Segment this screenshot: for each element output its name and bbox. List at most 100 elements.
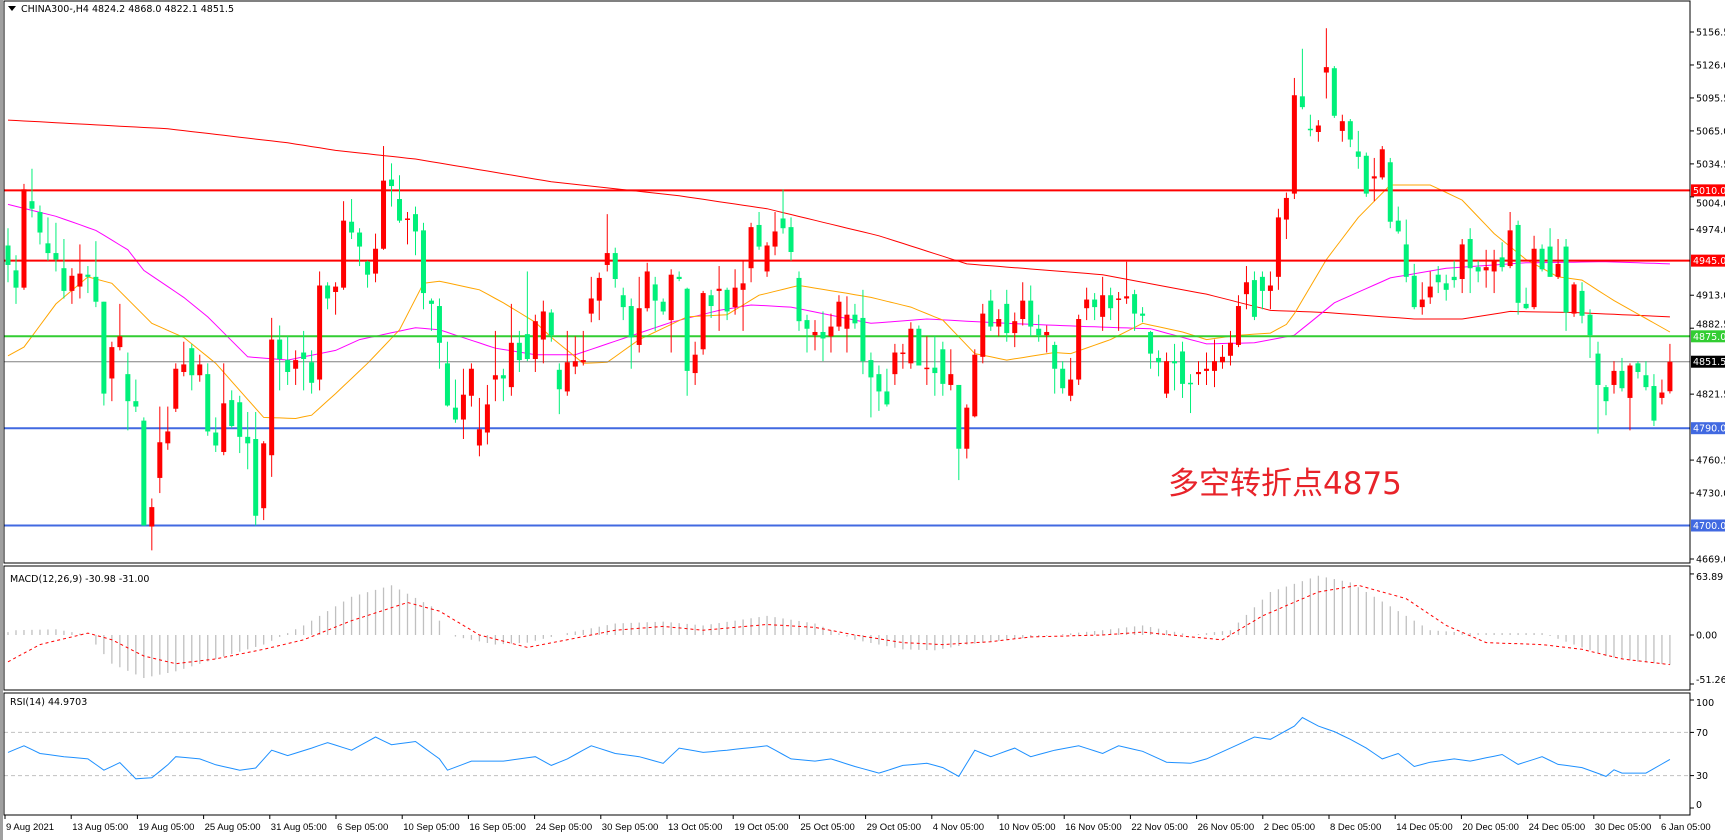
candle [420, 222, 426, 310]
candle-body [1475, 267, 1481, 272]
candle [932, 336, 938, 396]
macd-axis-label: -51.26 [1696, 675, 1725, 686]
candle-body [1196, 371, 1202, 375]
candle-body [1172, 361, 1178, 364]
macd-pane-frame [3, 565, 1691, 691]
candle-body [884, 391, 890, 405]
candle [1499, 242, 1505, 272]
x-tick-label: 2 Dec 05:00 [1264, 822, 1315, 833]
candle-body [1235, 306, 1241, 345]
candle [652, 276, 658, 331]
candle-body [540, 311, 546, 340]
candle-body [373, 248, 379, 274]
y-tick-label: 5034.5 [1696, 159, 1725, 170]
level-price-tag [1691, 254, 1725, 267]
candle-body [1156, 357, 1162, 363]
candle [1595, 341, 1601, 434]
candle-body [1028, 300, 1034, 327]
candle [604, 214, 610, 272]
candle [1124, 261, 1130, 304]
candle-body [1523, 303, 1529, 309]
main-price-pane[interactable] [4, 28, 1690, 551]
candle-body [652, 284, 658, 301]
candle-body [684, 288, 690, 371]
candle-body [924, 367, 930, 370]
candle [1659, 379, 1665, 405]
candle [1339, 114, 1345, 142]
candle [1387, 157, 1393, 229]
candle [1523, 287, 1529, 310]
candle-body [1148, 331, 1154, 354]
candle-body [692, 354, 698, 374]
candle [389, 163, 395, 207]
x-tick-label: 26 Nov 05:00 [1198, 822, 1255, 833]
candle-body [53, 253, 59, 260]
candle-body [1331, 68, 1337, 116]
candle-body [77, 273, 83, 287]
candle [564, 330, 570, 396]
candle [1331, 66, 1337, 118]
candle-body [860, 317, 866, 362]
candle [1603, 384, 1609, 416]
candle [1419, 282, 1425, 315]
candle-body [484, 404, 490, 433]
candle [892, 343, 898, 385]
candle [149, 498, 155, 551]
moving-average-line-2 [7, 184, 1671, 420]
candle-body [1531, 248, 1537, 308]
candle [1411, 263, 1417, 310]
candle [660, 298, 666, 315]
candle [1036, 314, 1042, 342]
collapse-triangle-icon[interactable] [8, 6, 16, 11]
candle-body [101, 301, 107, 394]
candle [157, 406, 163, 494]
candle-body [412, 214, 418, 232]
candle [1515, 220, 1521, 315]
macd-label: MACD(12,26,9) -30.98 -31.00 [10, 574, 149, 585]
candle [812, 320, 818, 351]
candle-body [1547, 246, 1553, 277]
x-tick-label: 13 Oct 05:00 [668, 822, 722, 833]
candle [1060, 361, 1066, 394]
candle [77, 244, 83, 299]
candle [524, 271, 530, 362]
candle-body [940, 349, 946, 384]
candle-body [1267, 285, 1273, 291]
macd-pane[interactable] [7, 575, 1671, 679]
candle [213, 417, 219, 452]
candle-body [317, 285, 323, 380]
candle [620, 287, 626, 321]
candle [325, 282, 331, 310]
candle-body [381, 180, 387, 249]
candle-body [269, 339, 275, 456]
candle [1627, 363, 1633, 431]
candle [309, 350, 315, 394]
candle [1092, 293, 1098, 321]
candle [772, 211, 778, 256]
chart-header-ohlc: CHINA300-,H4 4824.2 4868.0 4822.1 4851.5 [21, 4, 234, 15]
rsi-pane[interactable] [4, 716, 1690, 780]
candle-body [1379, 149, 1385, 178]
candle-body [812, 331, 818, 336]
candle [644, 262, 650, 312]
candle-body [420, 230, 426, 294]
candle-body [852, 314, 858, 324]
candle-body [636, 308, 642, 345]
candle [333, 282, 339, 315]
candle [181, 341, 187, 377]
candle [93, 241, 99, 308]
candle-body [964, 407, 970, 449]
x-tick-label: 19 Oct 05:00 [734, 822, 788, 833]
candle-body [1483, 267, 1489, 271]
candle-body [460, 394, 466, 420]
candle-body [1251, 280, 1257, 317]
y-tick-label: 4821.5 [1696, 390, 1725, 401]
candle-body [1092, 299, 1098, 308]
candle [492, 330, 498, 402]
x-tick-label: 13 Aug 05:00 [72, 822, 128, 833]
x-tick-label: 10 Sep 05:00 [403, 822, 460, 833]
candle [1299, 48, 1305, 110]
candle [1571, 282, 1577, 317]
